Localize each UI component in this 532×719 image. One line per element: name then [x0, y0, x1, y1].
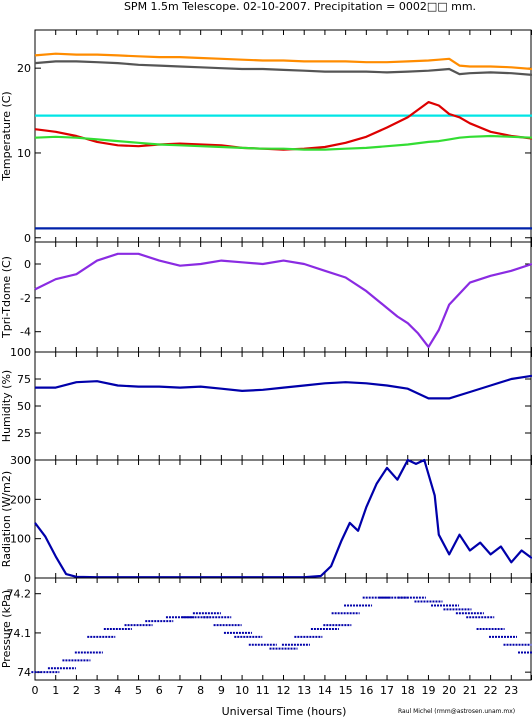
x-axis: 0 1 2 3 4 5 6 7 8 9 10 11 12 13 14 15 16 17 18 19 20 21 22 23: [32, 684, 519, 697]
x-axis-label: Universal Time (hours): [222, 705, 347, 718]
series-line: [34, 52, 532, 71]
y-tick-label: 300: [10, 454, 31, 467]
y-tick-label: -4: [20, 326, 31, 339]
y-tick-label: 100: [10, 533, 31, 546]
y-axis-label: Humidity (%): [0, 370, 13, 442]
x-tick-label: 5: [135, 684, 142, 697]
series-line: [34, 100, 532, 151]
y-tick-label: 100: [10, 346, 31, 359]
x-tick-label: 11: [256, 684, 270, 697]
y-tick-label: 0: [24, 258, 31, 271]
x-tick-label: 2: [73, 684, 80, 697]
series-line: [34, 252, 532, 348]
chart-title: SPM 1.5m Telescope. 02-10-2007. Precipit…: [124, 0, 476, 13]
series-line: [34, 134, 532, 151]
x-tick-label: 22: [484, 684, 498, 697]
panel-1: 0 10 20 Temperature (C): [0, 29, 532, 245]
series-line: [34, 60, 532, 76]
panel-frame: [34, 577, 532, 681]
x-tick-label: 15: [339, 684, 353, 697]
x-tick-label: 14: [318, 684, 332, 697]
y-tick-label: 20: [17, 62, 31, 75]
y-axis-label: Tpri-Tdome (C): [0, 256, 13, 339]
x-tick-label: 3: [94, 684, 101, 697]
x-tick-label: 10: [235, 684, 249, 697]
y-axis-label: Pressure (kPa): [0, 590, 13, 668]
x-tick-label: 21: [463, 684, 477, 697]
y-tick-label: 50: [17, 400, 31, 413]
y-tick-label: 200: [10, 493, 31, 506]
series-line: [34, 458, 532, 579]
y-tick-label: 10: [17, 147, 31, 160]
x-tick-label: 17: [380, 684, 394, 697]
credit-text: Raul Michel (rmm@astrosen.unam.mx): [398, 708, 515, 715]
y-tick-label: 0: [24, 572, 31, 585]
y-tick-label: 75: [17, 373, 31, 386]
x-tick-label: 8: [197, 684, 204, 697]
y-axis-label: Radiation (W/m2): [0, 471, 13, 567]
x-tick-label: 13: [297, 684, 311, 697]
x-tick-label: 0: [32, 684, 39, 697]
x-tick-label: 1: [52, 684, 59, 697]
panel-2: 0 -2 -4 Tpri-Tdome (C): [0, 241, 532, 353]
x-tick-label: 19: [421, 684, 435, 697]
x-tick-label: 6: [156, 684, 163, 697]
y-tick-label: 74.1: [7, 627, 32, 640]
panel-4: 0 100 200 300 Radiation (W/m2): [0, 454, 532, 585]
x-tick-label: 9: [218, 684, 225, 697]
y-tick-label: 25: [17, 427, 31, 440]
y-tick-label: 0: [24, 454, 31, 467]
x-tick-label: 18: [401, 684, 415, 697]
series-line: [35, 374, 532, 400]
x-tick-label: 16: [359, 684, 373, 697]
y-tick-label: -2: [20, 292, 31, 305]
y-axis-label: Temperature (C): [0, 91, 13, 181]
x-tick-label: 4: [114, 684, 121, 697]
y-tick-label: 74.2: [7, 588, 32, 601]
panel-frame: [34, 459, 532, 579]
panel-frame: [34, 351, 532, 461]
x-tick-label: 20: [442, 684, 456, 697]
panel-3: 0 25 50 75 100 Humidity (%): [0, 346, 532, 467]
x-tick-label: 12: [277, 684, 291, 697]
y-tick-label: 0: [24, 232, 31, 245]
x-tick-label: 7: [176, 684, 183, 697]
y-tick-label: 74: [17, 666, 31, 679]
x-tick-label: 23: [504, 684, 518, 697]
